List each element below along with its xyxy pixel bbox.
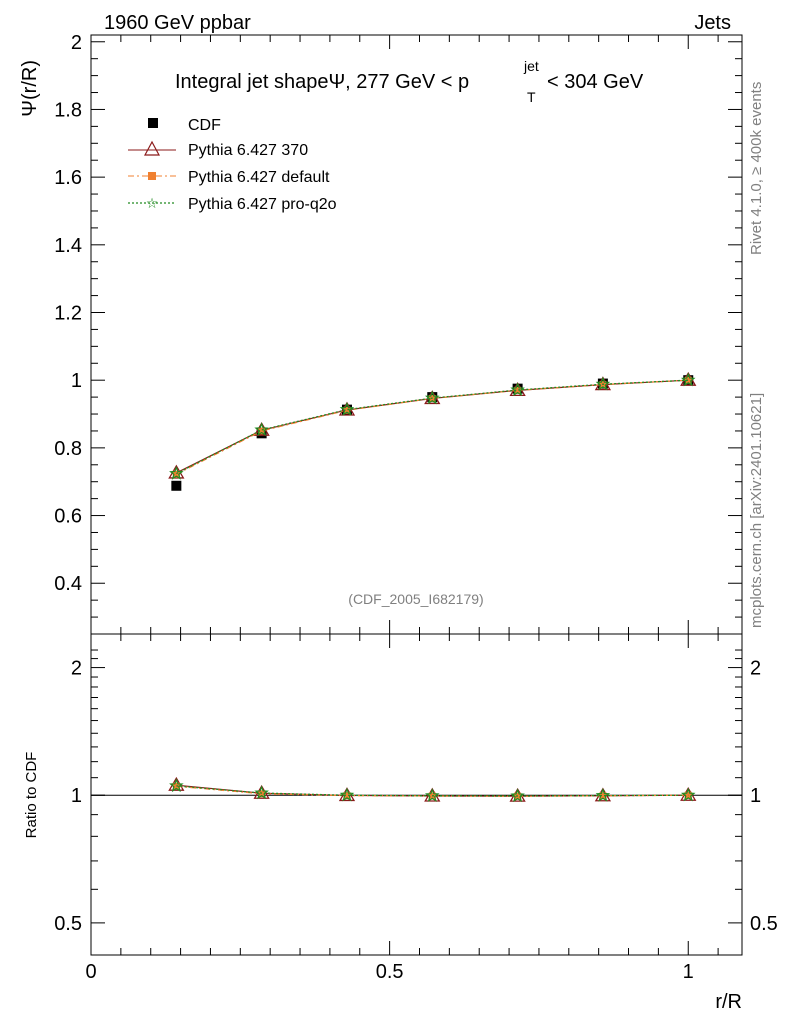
ratio-y-tick-label-right: 2 <box>750 658 761 680</box>
ratio-y-tick-label: 1 <box>71 785 82 807</box>
ratio-point-pythia-6-427-pro-q2o <box>680 787 696 802</box>
data-point-pythia-6-427-default <box>258 427 266 435</box>
legend-marker-pythia-pro-q2o: ☆ <box>146 196 159 212</box>
data-point-pythia-6-427-default <box>514 386 522 394</box>
ratio-point-pythia-6-427-pro-q2o <box>595 787 611 802</box>
data-point-pythia-6-427-pro-q2o <box>339 401 355 416</box>
legend-label-pythia-default: Pythia 6.427 default <box>188 169 330 186</box>
chart-title-subscript: T <box>527 89 536 105</box>
ratio-point-pythia-6-427-default <box>599 792 607 800</box>
ratio-point-pythia-6-427-default <box>258 790 266 798</box>
y-tick-label: 1.6 <box>54 167 82 189</box>
y-tick-label: 1.4 <box>54 235 82 257</box>
ratio-y-tick-label: 2 <box>71 658 82 680</box>
header-energy-label: 1960 GeV ppbar <box>104 12 251 34</box>
legend-marker-pythia-370 <box>143 140 161 156</box>
analysis-id-label: (CDF_2005_I682179) <box>348 591 483 607</box>
data-point-pythia-6-427-pro-q2o <box>424 390 440 405</box>
data-point-pythia-6-427-default <box>172 470 180 478</box>
x-tick-label: 1 <box>683 961 694 983</box>
ratio-y-axis-label: Ratio to CDF <box>23 752 40 839</box>
chart-title: Integral jet shapeΨ, 277 GeV < p <box>175 71 469 93</box>
legend-marker-cdf <box>148 118 158 128</box>
chart-title-tail: < 304 GeV <box>547 71 644 93</box>
y-tick-label: 1.8 <box>54 99 82 121</box>
ratio-point-pythia-6-427-pro-q2o <box>510 788 525 803</box>
legend-marker-pythia-default <box>148 172 156 180</box>
legend: CDF Pythia 6.427 370 Pythia 6.427 defaul… <box>128 117 337 213</box>
y-tick-label: 0.4 <box>54 573 82 595</box>
ratio-point-pythia-6-427-default <box>343 792 351 800</box>
chart-title-superscript: jet <box>523 58 539 74</box>
data-point-pythia-6-427-pro-q2o <box>510 382 525 397</box>
series-line-pythia-6-427-pro-q2o <box>176 379 689 475</box>
x-tick-label: 0 <box>85 961 96 983</box>
legend-label-cdf: CDF <box>188 117 221 134</box>
ratio-point-pythia-6-427-pro-q2o <box>254 785 269 800</box>
header-process-label: Jets <box>694 12 731 34</box>
ratio-y-tick-label-right: 1 <box>750 785 761 807</box>
ratio-point-pythia-6-427-pro-q2o <box>339 787 355 802</box>
ratio-point-pythia-6-427-pro-q2o <box>424 788 440 802</box>
y-axis-label: Ψ(r/R) <box>19 60 41 117</box>
legend-label-pythia-pro-q2o: Pythia 6.427 pro-q2o <box>188 196 337 213</box>
data-point-pythia-6-427-pro-q2o <box>254 422 269 437</box>
y-tick-label: 1.2 <box>54 303 82 325</box>
x-tick-label: 0.5 <box>376 961 404 983</box>
data-point-pythia-6-427-pro-q2o <box>595 376 611 391</box>
x-axis-label: r/R <box>715 991 742 1013</box>
main-series-layer <box>168 371 697 491</box>
chart-title-main: Integral jet shapeΨ, 277 GeV < p <box>175 71 469 93</box>
ratio-y-tick-label: 0.5 <box>54 913 82 935</box>
data-point-pythia-6-427-default <box>343 406 351 414</box>
data-point-cdf <box>171 480 182 491</box>
mcplots-reference-label: mcplots.cern.ch [arXiv:2401.10621] <box>748 393 765 628</box>
ratio-axis-ticks: 0 0.5 1 0.5 0.5 1 1 2 2 <box>54 634 778 983</box>
y-tick-label: 0.6 <box>54 506 82 528</box>
y-tick-label: 1 <box>71 370 82 392</box>
data-point-pythia-6-427-pro-q2o <box>680 372 696 387</box>
ratio-line-pythia-6-427-pro-q2o <box>176 785 689 797</box>
y-tick-label: 0.8 <box>54 438 82 460</box>
data-point-pythia-6-427-pro-q2o <box>169 465 184 480</box>
data-point-pythia-6-427-default <box>684 376 692 384</box>
legend-label-pythia-370: Pythia 6.427 370 <box>188 142 308 159</box>
y-tick-label: 2 <box>71 32 82 54</box>
ratio-y-tick-label-right: 0.5 <box>750 913 778 935</box>
rivet-version-label: Rivet 4.1.0, ≥ 400k events <box>748 82 765 255</box>
main-axis-ticks: 0.4 0.6 0.8 1 1.2 1.4 1.6 1.8 2 <box>54 32 742 635</box>
ratio-point-pythia-6-427-pro-q2o <box>169 778 184 793</box>
ratio-plot-frame <box>90 633 743 956</box>
ratio-series-layer <box>168 776 697 803</box>
